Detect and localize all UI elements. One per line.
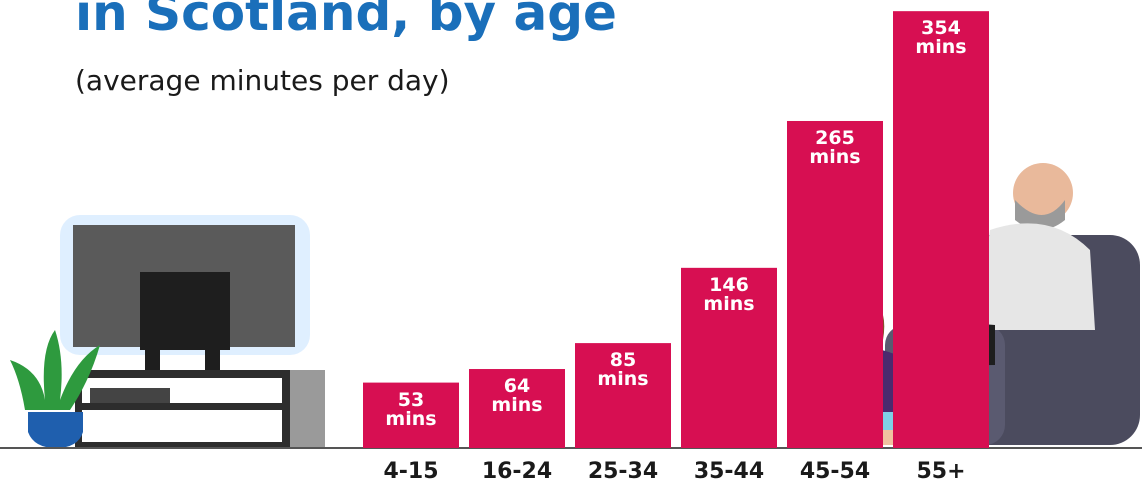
value-label: 53 mins [385, 388, 437, 430]
plant-illustration [10, 330, 100, 448]
bar [893, 11, 989, 448]
x-tick-label: 55+ [916, 459, 965, 481]
value-label: 354 mins [915, 17, 967, 59]
x-tick-label: 25-34 [588, 459, 658, 481]
bar [363, 382, 459, 448]
tv-illustration [60, 215, 325, 448]
value-label: 64 mins [491, 375, 543, 417]
x-tick-label: 45-54 [800, 459, 870, 481]
bar [681, 267, 777, 448]
chart-title: in Scotland, by age [75, 0, 617, 42]
x-tick-label: 16-24 [482, 459, 552, 481]
value-label: 85 mins [597, 349, 649, 391]
chart-subtitle: (average minutes per day) [75, 64, 450, 97]
x-tick-label: 35-44 [694, 459, 764, 481]
bar [787, 120, 883, 449]
value-label: 265 mins [809, 126, 861, 168]
bar [469, 369, 565, 448]
bar [575, 343, 671, 448]
value-label: 146 mins [703, 273, 755, 315]
x-tick-label: 4-15 [383, 459, 438, 481]
